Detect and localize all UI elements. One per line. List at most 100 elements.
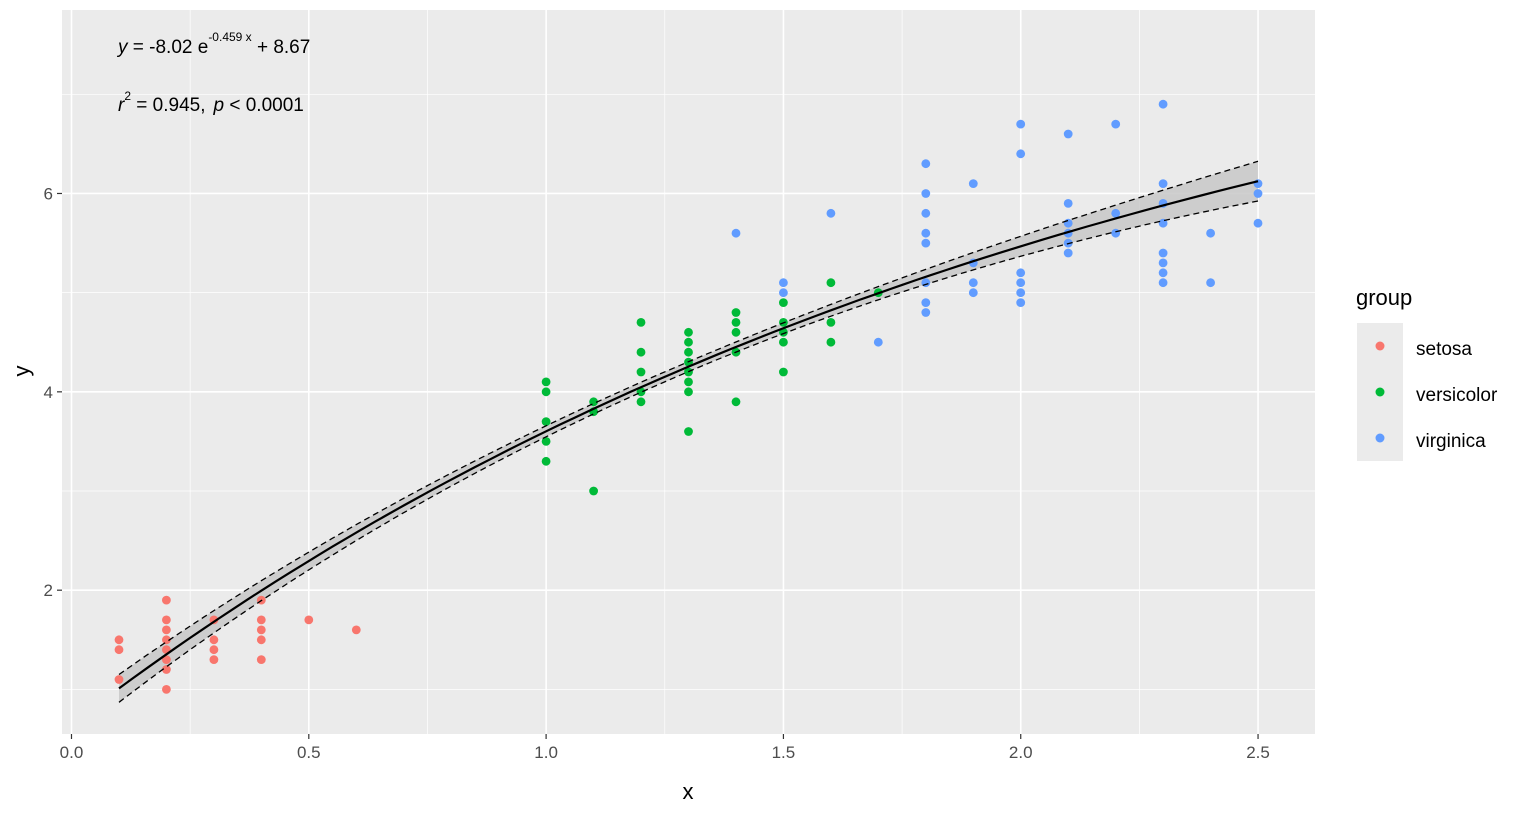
- point-virginica: [968, 288, 978, 298]
- x-axis: 0.0 0.5 1.0 1.5 2.0 2.5: [60, 734, 1270, 762]
- point-versicolor: [731, 327, 741, 337]
- equation-y-symbol: y: [116, 37, 129, 58]
- legend-key-versicolor: [1375, 387, 1385, 397]
- upper-confidence-line: [118, 160, 1259, 676]
- point-virginica: [1063, 199, 1073, 208]
- point-virginica: [1158, 248, 1168, 258]
- point-versicolor: [826, 278, 836, 288]
- point-setosa: [162, 615, 171, 625]
- point-versicolor: [684, 387, 693, 397]
- point-virginica: [1158, 258, 1168, 268]
- point-virginica: [1016, 288, 1026, 298]
- y-tick-label: 4: [44, 383, 53, 402]
- point-virginica: [921, 238, 931, 248]
- point-versicolor: [684, 337, 693, 347]
- point-virginica: [921, 208, 931, 218]
- point-versicolor: [636, 318, 646, 327]
- point-virginica: [1016, 268, 1026, 278]
- point-setosa: [256, 655, 266, 664]
- point-virginica: [1206, 228, 1215, 238]
- point-versicolor: [684, 377, 693, 387]
- x-tick-label: 1.5: [772, 743, 796, 762]
- point-setosa: [256, 615, 266, 625]
- x-tick-label: 1.0: [534, 743, 558, 762]
- point-setosa: [209, 655, 219, 664]
- r-squared-symbol: r: [118, 95, 125, 116]
- point-setosa: [304, 615, 314, 625]
- point-virginica: [1111, 228, 1121, 238]
- r-squared-value: = 0.945,: [131, 95, 205, 116]
- point-versicolor: [826, 318, 836, 327]
- confidence-band: [119, 161, 1258, 703]
- point-setosa: [162, 655, 171, 664]
- point-virginica: [1111, 208, 1121, 218]
- svg-text:r2 = 0.945,p < 0.0001: r2 = 0.945, p < 0.0001: [118, 89, 304, 116]
- point-versicolor: [636, 367, 646, 377]
- point-virginica: [1158, 268, 1168, 278]
- legend-title: group: [1356, 285, 1412, 310]
- p-symbol: p: [213, 95, 225, 116]
- point-versicolor: [684, 327, 693, 337]
- point-virginica: [921, 189, 931, 198]
- point-versicolor: [541, 377, 551, 387]
- point-versicolor: [731, 318, 741, 327]
- point-virginica: [1016, 278, 1026, 288]
- point-setosa: [162, 665, 171, 674]
- point-versicolor: [541, 437, 551, 446]
- point-virginica: [921, 308, 931, 317]
- point-versicolor: [731, 308, 741, 317]
- point-virginica: [921, 228, 931, 238]
- p-value: < 0.0001: [224, 95, 304, 116]
- point-virginica: [1158, 278, 1168, 288]
- point-virginica: [1253, 189, 1263, 198]
- point-setosa: [114, 635, 124, 645]
- point-virginica: [731, 228, 741, 238]
- point-virginica: [968, 278, 978, 288]
- point-virginica: [1016, 149, 1026, 159]
- y-axis-title: y: [9, 366, 34, 377]
- legend: group setosa versicolor virginica: [1356, 285, 1498, 461]
- point-versicolor: [541, 417, 551, 426]
- point-virginica: [921, 159, 931, 169]
- equation-body: = -8.02 e: [128, 37, 209, 58]
- point-versicolor: [779, 367, 788, 377]
- point-virginica: [1158, 179, 1168, 189]
- point-versicolor: [731, 397, 741, 407]
- point-virginica: [1206, 278, 1215, 288]
- point-setosa: [256, 625, 266, 635]
- point-virginica: [779, 278, 788, 288]
- point-setosa: [209, 645, 219, 655]
- confidence-band-area: [119, 161, 1258, 703]
- legend-key-virginica: [1375, 433, 1385, 443]
- x-tick-label: 2.5: [1246, 743, 1270, 762]
- point-virginica: [1253, 218, 1263, 228]
- point-virginica: [968, 179, 978, 189]
- x-tick-label: 0.5: [297, 743, 321, 762]
- point-virginica: [1111, 119, 1121, 129]
- point-virginica: [921, 298, 931, 307]
- legend-key-setosa: [1375, 341, 1385, 351]
- legend-label-versicolor: versicolor: [1416, 385, 1498, 406]
- scatter-points: [114, 99, 1263, 694]
- legend-label-setosa: setosa: [1416, 339, 1472, 360]
- point-versicolor: [684, 347, 693, 357]
- point-versicolor: [636, 347, 646, 357]
- point-setosa: [162, 635, 171, 645]
- y-tick-label: 6: [44, 184, 53, 203]
- point-versicolor: [779, 298, 788, 307]
- point-virginica: [1016, 119, 1026, 129]
- fit-curve: [118, 160, 1259, 703]
- point-virginica: [779, 288, 788, 298]
- point-setosa: [351, 625, 361, 635]
- equation-exponent: -0.459 x: [208, 30, 251, 44]
- equation-tail: + 8.67: [252, 37, 311, 58]
- point-virginica: [826, 208, 836, 218]
- point-versicolor: [684, 427, 693, 436]
- point-versicolor: [541, 387, 551, 397]
- x-tick-label: 2.0: [1009, 743, 1033, 762]
- point-setosa: [114, 675, 124, 684]
- point-virginica: [873, 337, 883, 347]
- equation-annotation: y = -8.02 e-0.459 x + 8.67 r2 = 0.945, p …: [116, 30, 310, 116]
- point-versicolor: [636, 387, 646, 397]
